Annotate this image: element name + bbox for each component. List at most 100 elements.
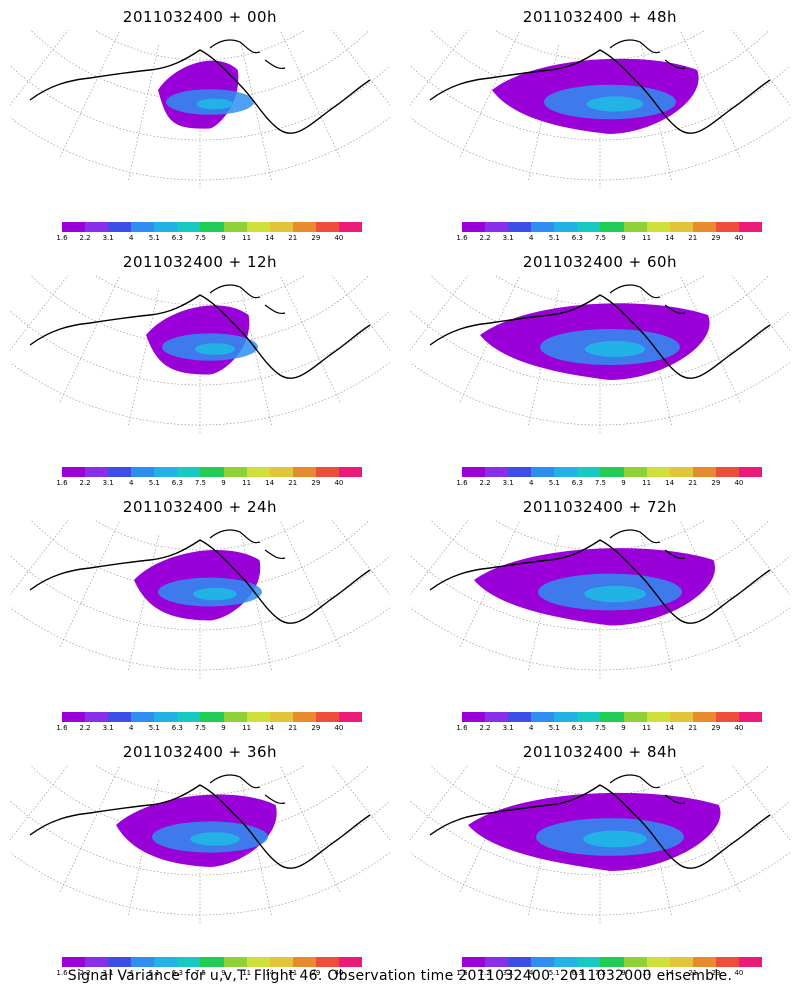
colorbar-ticks: 1.6 2.2 3.1 4 5.1 6.3 7.5 9 11 14 21 29 40 [56, 969, 362, 979]
graticule-meridian [280, 521, 341, 649]
map-panel: 2011032400 + 84h 1.6 2.2 3.1 4 5.1 6.3 7.5 9 11 14… [400, 735, 800, 980]
colorbar-swatch [62, 467, 86, 477]
colorbar-tick-label: 40 [334, 724, 344, 732]
graticule-meridian [10, 30, 54, 70]
graticule-meridian [59, 31, 120, 159]
coastline [429, 539, 771, 624]
colorbar-swatch [531, 712, 555, 722]
graticule-meridian [410, 30, 469, 106]
colorbar-swatch [85, 222, 109, 232]
colorbar-tick-label: 11 [642, 969, 652, 977]
colorbar-tick-label: 14 [265, 234, 275, 242]
colorbar-tick-label: 4 [528, 969, 534, 977]
graticule-meridian [280, 766, 341, 894]
colorbar-tick-label: 2.2 [479, 969, 491, 977]
graticule-meridian [59, 276, 120, 404]
colorbar-tick-label: 7.5 [194, 724, 207, 732]
map-panel: 2011032400 + 00h 1.6 2.2 3.1 4 5.1 6.3 7.5 9 11 14… [0, 0, 400, 245]
colorbar-tick-label: 11 [642, 234, 652, 242]
colorbar [62, 957, 363, 967]
colorbar-tick-label: 1.6 [56, 724, 68, 732]
colorbar-swatch [554, 957, 578, 967]
colorbar-tick-label: 1.6 [56, 969, 68, 977]
colorbar-tick-label: 14 [265, 724, 275, 732]
graticule-meridian [410, 520, 469, 596]
variance-field-peak [583, 830, 647, 848]
colorbar-swatch [508, 712, 532, 722]
colorbar-swatch [692, 957, 716, 967]
colorbar-tick-label: 7.5 [194, 479, 207, 487]
colorbar-tick-label: 4 [128, 724, 134, 732]
colorbar-tick-label: 4 [528, 234, 534, 242]
colorbar-swatch [223, 957, 247, 967]
colorbar-tick-label: 6.3 [171, 724, 183, 732]
colorbar-swatch [246, 957, 270, 967]
colorbar-swatch [108, 222, 132, 232]
graticule-latitude [94, 765, 306, 796]
colorbar-tick-label: 29 [711, 724, 721, 732]
colorbar-tick-label: 11 [242, 969, 252, 977]
coastline-islands [209, 774, 286, 805]
colorbar-tick-label: 4 [528, 724, 534, 732]
colorbar-tick-label: 14 [665, 479, 675, 487]
colorbar-ticks: 1.6 2.2 3.1 4 5.1 6.3 7.5 9 11 14 21 29 40 [456, 234, 762, 244]
coastline [29, 784, 371, 869]
colorbar-swatch [292, 712, 316, 722]
graticule-meridian [746, 275, 790, 315]
graticule-meridian [410, 520, 454, 560]
colorbar-swatch [85, 467, 109, 477]
coastline [429, 294, 771, 379]
colorbar-swatch [715, 222, 739, 232]
colorbar-swatch [62, 222, 86, 232]
colorbar-swatch [62, 957, 86, 967]
graticule-meridian [746, 765, 790, 805]
map-panel: 2011032400 + 48h 1.6 2.2 3.1 4 5.1 6.3 7.5 9 11 14… [400, 0, 800, 245]
colorbar-swatch [246, 712, 270, 722]
colorbar-tick-label: 2.2 [479, 234, 491, 242]
map-panel: 2011032400 + 72h 1.6 2.2 3.1 4 5.1 6.3 7.5 9 11 14… [400, 490, 800, 735]
colorbar-swatch [531, 957, 555, 967]
graticule-meridian [10, 765, 54, 805]
colorbar-ticks: 1.6 2.2 3.1 4 5.1 6.3 7.5 9 11 14 21 29 40 [56, 479, 362, 489]
colorbar-tick-label: 2.2 [79, 479, 91, 487]
colorbar-swatch [269, 222, 293, 232]
colorbar-tick-label: 6.3 [571, 479, 583, 487]
colorbar-tick-label: 9 [221, 234, 226, 242]
graticule-meridian [10, 765, 69, 841]
colorbar-tick-label: 40 [734, 724, 744, 732]
colorbar-tick-label: 1.6 [456, 724, 468, 732]
colorbar [462, 222, 763, 232]
colorbar-tick-label: 21 [688, 234, 698, 242]
colorbar-tick-label: 29 [311, 724, 321, 732]
graticule-meridian [241, 45, 273, 183]
graticule-meridian [10, 520, 69, 596]
polar-map [10, 765, 390, 925]
colorbar-tick-label: 29 [711, 479, 721, 487]
variance-field-peak [193, 587, 237, 601]
colorbar-tick-label: 9 [621, 724, 626, 732]
graticule-meridian [331, 520, 390, 596]
colorbar-swatch [669, 222, 693, 232]
colorbar-swatch [669, 467, 693, 477]
graticule-meridian [59, 521, 120, 649]
graticule-meridian [410, 765, 454, 805]
colorbar-swatch [669, 957, 693, 967]
colorbar-swatch [692, 467, 716, 477]
colorbar-swatch [131, 467, 155, 477]
polar-map [10, 520, 390, 680]
colorbar-swatch [315, 467, 339, 477]
colorbar-tick-label: 5.1 [548, 724, 560, 732]
colorbar-swatch [738, 222, 763, 232]
graticule-meridian [680, 31, 741, 159]
colorbar-swatch [600, 957, 624, 967]
colorbar-tick-label: 7.5 [194, 969, 207, 977]
colorbar-tick-label: 5.1 [148, 234, 160, 242]
colorbar-swatch [292, 957, 316, 967]
colorbar-swatch [554, 712, 578, 722]
colorbar-tick-label: 11 [642, 724, 652, 732]
colorbar-swatch [462, 467, 486, 477]
colorbar-swatch [131, 712, 155, 722]
colorbar-swatch [177, 222, 201, 232]
colorbar-swatch [485, 467, 509, 477]
colorbar-swatch [177, 957, 201, 967]
